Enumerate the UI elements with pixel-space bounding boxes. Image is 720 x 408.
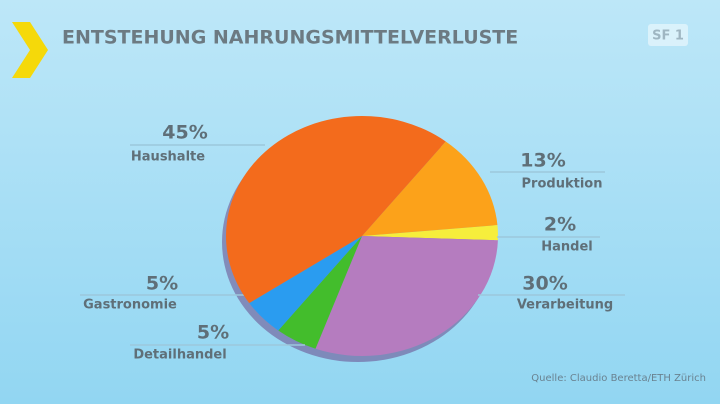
chart-title: ENTSTEHUNG NAHRUNGSMITTELVERLUSTE bbox=[62, 27, 518, 49]
value-label: 5% bbox=[146, 273, 178, 295]
logo: SF 1 bbox=[652, 29, 684, 44]
pie-slice bbox=[226, 116, 446, 304]
category-label: Verarbeitung bbox=[517, 298, 613, 313]
category-label: Produktion bbox=[522, 177, 603, 192]
pie-slice bbox=[362, 141, 498, 236]
chevron bbox=[12, 22, 48, 78]
pie-slice bbox=[362, 225, 498, 241]
pie-slice bbox=[249, 236, 362, 331]
pie-slice bbox=[278, 236, 362, 349]
category-label: Haushalte bbox=[131, 150, 205, 165]
value-label: 45% bbox=[162, 122, 207, 144]
value-label: 13% bbox=[520, 150, 565, 172]
source: Quelle: Claudio Beretta/ETH Zürich bbox=[531, 373, 706, 384]
value-label: 2% bbox=[544, 214, 576, 236]
logo-box bbox=[648, 24, 688, 46]
value-label: 30% bbox=[522, 273, 567, 295]
pie-slice bbox=[315, 236, 498, 356]
value-label: 5% bbox=[197, 322, 229, 344]
category-label: Handel bbox=[541, 240, 593, 255]
category-label: Detailhandel bbox=[133, 348, 226, 363]
category-label: Gastronomie bbox=[83, 298, 177, 313]
